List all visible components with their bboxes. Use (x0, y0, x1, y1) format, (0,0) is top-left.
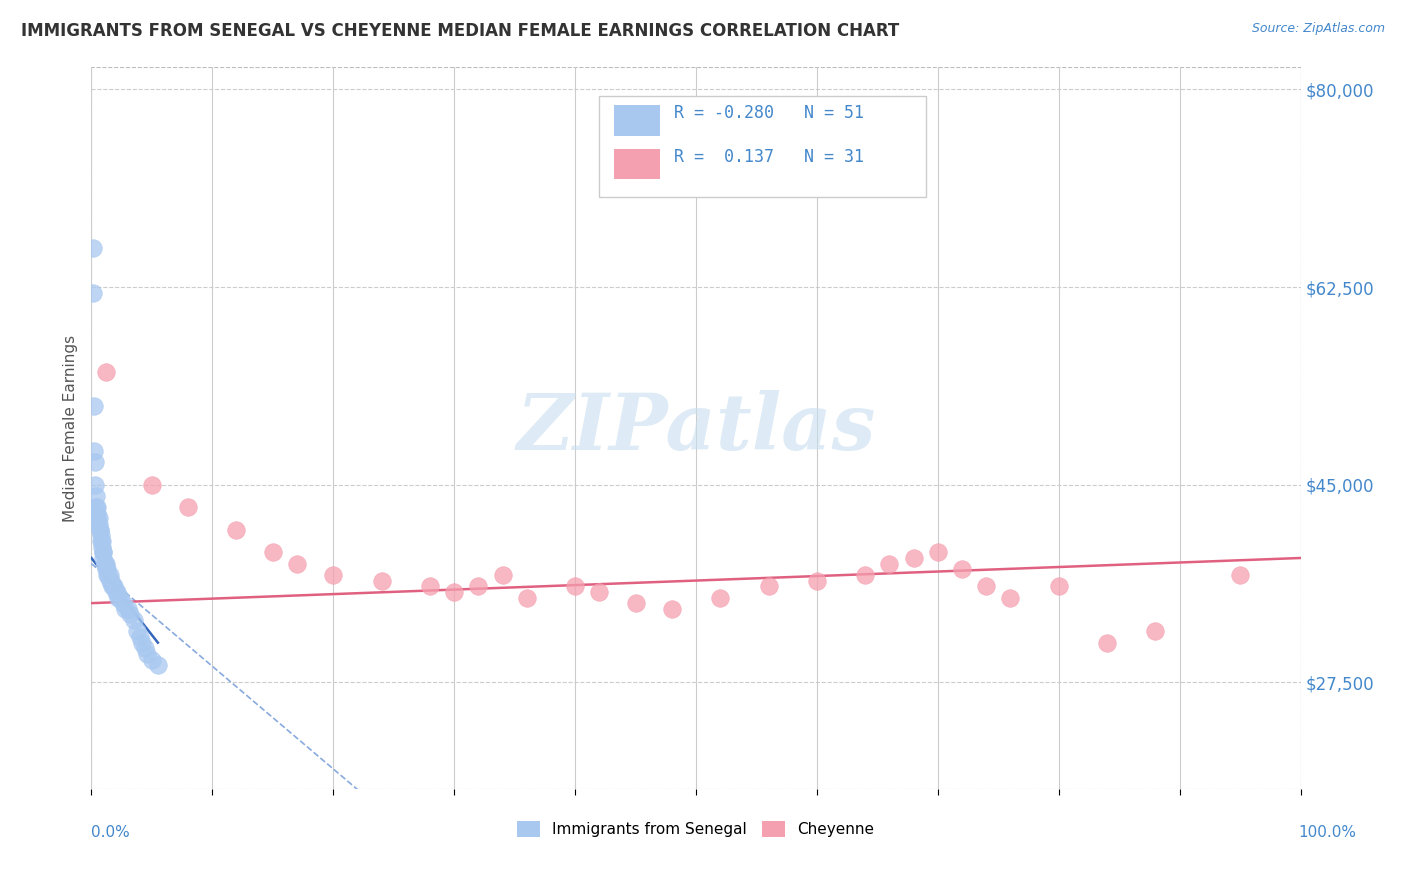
Point (1095, 635, 1118, 649)
Point (83, 399, 105, 413)
Point (96, 568, 118, 582)
Point (105, 585, 128, 599)
Text: IMMIGRANTS FROM SENEGAL VS CHEYENNE MEDIAN FEMALE EARNINGS CORRELATION CHART: IMMIGRANTS FROM SENEGAL VS CHEYENNE MEDI… (21, 22, 900, 40)
Point (94, 557, 117, 571)
Point (94, 562, 117, 576)
Point (128, 630, 150, 644)
Point (564, 579, 586, 593)
Point (131, 635, 153, 649)
Point (93, 551, 115, 566)
Point (136, 647, 159, 661)
Point (927, 545, 949, 559)
Point (443, 585, 465, 599)
FancyBboxPatch shape (614, 105, 659, 136)
Point (87, 517, 110, 532)
Point (127, 624, 149, 639)
Point (758, 579, 780, 593)
Legend: Immigrants from Senegal, Cheyenne: Immigrants from Senegal, Cheyenne (512, 815, 880, 843)
Point (86, 511, 108, 525)
Point (91, 540, 114, 554)
Point (661, 602, 683, 616)
Point (93, 557, 115, 571)
Point (111, 596, 134, 610)
Point (84, 500, 107, 515)
Point (262, 545, 284, 559)
Point (98, 568, 121, 582)
Point (120, 607, 142, 622)
Point (103, 579, 125, 593)
Point (588, 585, 610, 599)
Point (107, 591, 129, 605)
Point (90, 534, 112, 549)
Point (1144, 624, 1167, 639)
Point (84, 489, 107, 503)
Point (467, 579, 489, 593)
Point (114, 602, 136, 616)
FancyBboxPatch shape (614, 149, 659, 179)
Point (94, 365, 117, 379)
Point (141, 477, 163, 491)
Point (1229, 568, 1251, 582)
Point (322, 568, 344, 582)
Point (709, 591, 731, 605)
Point (146, 658, 169, 673)
Point (100, 574, 122, 588)
Point (86, 500, 108, 515)
Point (89, 523, 111, 537)
Point (97, 568, 120, 582)
Point (141, 652, 163, 666)
Point (83, 443, 105, 458)
Point (122, 613, 145, 627)
Point (117, 602, 139, 616)
Text: ZIPatlas: ZIPatlas (516, 390, 876, 467)
Point (853, 568, 876, 582)
Point (101, 579, 124, 593)
Point (98, 574, 121, 588)
Point (806, 574, 828, 588)
Y-axis label: Median Female Earnings: Median Female Earnings (62, 334, 77, 522)
Point (101, 579, 124, 593)
Text: Source: ZipAtlas.com: Source: ZipAtlas.com (1251, 22, 1385, 36)
Point (86, 506, 108, 520)
Point (974, 579, 997, 593)
Point (134, 641, 156, 656)
Point (82, 240, 104, 254)
Point (93, 545, 115, 559)
Point (84, 477, 107, 491)
Point (419, 579, 441, 593)
Point (285, 557, 308, 571)
Point (1000, 591, 1022, 605)
Point (950, 562, 973, 576)
Point (96, 562, 118, 576)
Point (1047, 579, 1070, 593)
Point (82, 285, 104, 300)
FancyBboxPatch shape (599, 95, 925, 197)
Text: 100.0%: 100.0% (1299, 825, 1357, 840)
Point (104, 585, 127, 599)
Point (87, 511, 110, 525)
Point (879, 557, 901, 571)
Point (93, 557, 115, 571)
Text: R = -0.280   N = 51: R = -0.280 N = 51 (675, 104, 865, 122)
Point (93, 545, 115, 559)
Text: R =  0.137   N = 31: R = 0.137 N = 31 (675, 148, 865, 166)
Point (370, 574, 392, 588)
Point (177, 500, 200, 515)
Text: 0.0%: 0.0% (91, 825, 131, 840)
Point (903, 551, 925, 566)
Point (225, 523, 247, 537)
Point (89, 523, 111, 537)
Point (624, 596, 647, 610)
Point (90, 528, 112, 542)
Point (91, 534, 114, 549)
Point (491, 568, 513, 582)
Point (84, 455, 107, 469)
Point (110, 591, 132, 605)
Point (516, 591, 538, 605)
